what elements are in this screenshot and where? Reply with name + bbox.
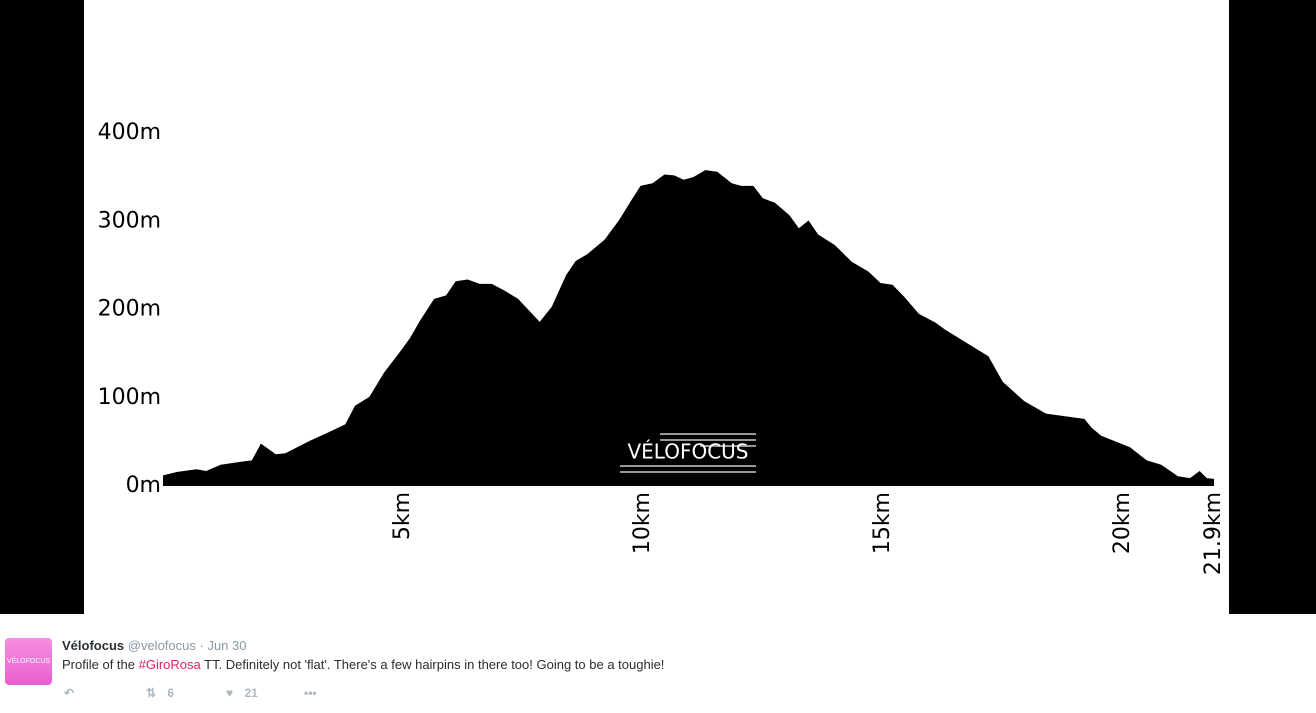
y-tick-label: 400m: [98, 120, 161, 145]
y-tick-label: 300m: [98, 208, 161, 233]
tweet-text: Profile of the #GiroRosa TT. Definitely …: [62, 657, 664, 672]
like-button[interactable]: ♥ 21: [226, 686, 258, 700]
retweet-count: 6: [167, 686, 175, 700]
y-tick-label: 100m: [98, 385, 161, 410]
elevation-area: [163, 170, 1214, 486]
x-tick-label: 20km: [1110, 492, 1135, 554]
watermark: VÉLOFOCUS: [627, 440, 748, 464]
x-tick-label: 21.9km: [1201, 492, 1226, 575]
x-tick-label: 5km: [390, 492, 415, 540]
y-tick-label: 0m: [126, 473, 161, 498]
tweet-header: Vélofocus @velofocus · Jun 30: [62, 638, 246, 653]
x-tick-label: 15km: [870, 492, 895, 554]
more-button[interactable]: •••: [304, 686, 317, 700]
hashtag[interactable]: #GiroRosa: [138, 657, 201, 672]
watermark-box: [620, 430, 756, 474]
tweet-image[interactable]: VÉLOFOCUS 0m 100m 200m 300m 400m 5km 10km 15km 2…: [0, 0, 1316, 614]
tweet-date[interactable]: · Jun 30: [199, 638, 247, 653]
y-tick-label: 200m: [98, 297, 161, 322]
avatar[interactable]: VÉLOFOCUS: [5, 638, 52, 685]
retweet-button[interactable]: ⇅ 6: [146, 686, 175, 700]
user-handle[interactable]: @velofocus: [127, 638, 196, 653]
tweet: VÉLOFOCUS Vélofocus @velofocus · Jun 30 …: [0, 614, 1316, 713]
reply-button[interactable]: ↶: [64, 686, 75, 700]
user-name[interactable]: Vélofocus: [62, 638, 125, 653]
text: TT. Definitely not 'flat'. There's a few…: [200, 657, 665, 672]
text: Profile of the: [62, 657, 139, 672]
x-tick-label: 10km: [630, 492, 655, 554]
like-count: 21: [244, 686, 258, 700]
